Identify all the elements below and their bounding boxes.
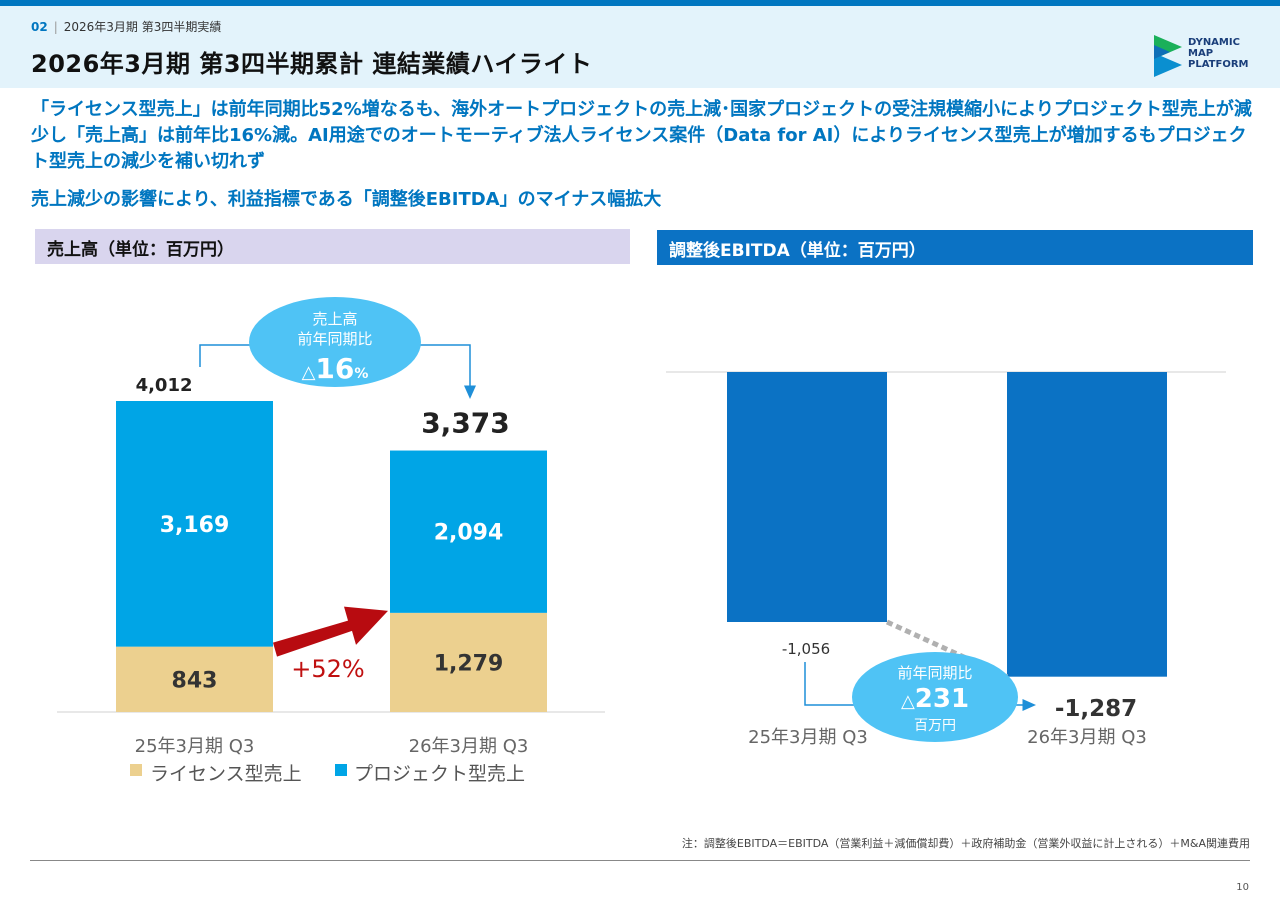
- project-bar-2: [390, 450, 547, 613]
- legend-license-swatch: [130, 764, 142, 776]
- license-bar-1: [116, 646, 273, 712]
- sales-yoy-value: △16%: [302, 352, 369, 385]
- license-value-label-2: 1,279: [434, 651, 504, 676]
- header-band: 02 | 2026年3月期 第3四半期実績 2026年3月期 第3四半期累計 連結業…: [0, 6, 1280, 88]
- lead-paragraph: 「ライセンス型売上」は前年同期比52%増なるも、海外オートプロジェクトの売上減･…: [31, 99, 1252, 172]
- total-label-2: 3,373: [421, 407, 510, 440]
- ebitda-value-label-2: -1,287: [1055, 696, 1137, 722]
- ebitda-yoy-line1: 前年同期比: [897, 664, 972, 682]
- footer-divider: [30, 860, 1250, 861]
- ebitda-yoy-value: △231: [901, 684, 969, 714]
- license-bar-2: [390, 612, 547, 712]
- license-value-label-1: 843: [172, 668, 218, 693]
- project-bar-1: [116, 401, 273, 647]
- growth-label: +52%: [291, 655, 364, 683]
- ebitda-yoy-callout: [852, 652, 1018, 742]
- project-value-label-1: 3,169: [160, 513, 230, 538]
- section-number: 02: [31, 20, 48, 34]
- ebitda-panel-header: 調整後EBITDA（単位：百万円）: [657, 230, 1253, 265]
- top-accent-bar: [0, 0, 1280, 6]
- ebitda-category-label-1: 25年3月期 Q3: [748, 727, 868, 748]
- ebitda-category-label-2: 26年3月期 Q3: [1027, 727, 1147, 748]
- ebitda-trend-line: [885, 619, 1009, 679]
- ebitda-yoy-value: 231: [915, 684, 969, 714]
- page-title: 2026年3月期 第3四半期累計 連結業績ハイライト: [31, 50, 593, 78]
- ebitda-yoy-unit: 百万円: [914, 718, 956, 734]
- sales-yoy-unit: %: [354, 366, 368, 382]
- ebitda-bar-2: [1007, 372, 1167, 677]
- ebitda-yoy-prefix: △: [901, 691, 915, 712]
- company-logo: DYNAMIC MAP PLATFORM: [1152, 35, 1252, 77]
- sales-category-label-2: 26年3月期 Q3: [409, 736, 529, 757]
- legend-project-label: プロジェクト型売上: [354, 763, 525, 785]
- sales-yoy-line2: 前年同期比: [297, 330, 372, 348]
- lead-summary: 売上減少の影響により、利益指標である「調整後EBITDA」のマイナス幅拡大: [31, 189, 662, 210]
- ebitda-panel-title: 調整後EBITDA（単位：百万円）: [669, 241, 926, 261]
- sales-yoy-line1: 売上高: [312, 310, 357, 328]
- sales-category-label-1: 25年3月期 Q3: [135, 736, 255, 757]
- project-value-label-2: 2,094: [434, 521, 504, 546]
- ebitda-bar-1: [727, 372, 887, 622]
- sales-panel-header: 売上高（単位：百万円）: [35, 229, 630, 264]
- page-number: 10: [1236, 882, 1249, 893]
- growth-arrow: [273, 606, 388, 657]
- total-label-1: 4,012: [136, 375, 193, 396]
- logo-text: DYNAMIC MAP PLATFORM: [1188, 37, 1249, 70]
- ebitda-value-label-1: -1,056: [782, 640, 830, 658]
- section-line: 02 | 2026年3月期 第3四半期実績: [31, 18, 221, 35]
- legend-license-label: ライセンス型売上: [150, 763, 302, 785]
- legend-project-swatch: [335, 764, 347, 776]
- footnote: 注：調整後EBITDA＝EBITDA（営業利益＋減価償却費）＋政府補助金（営業外…: [681, 837, 1250, 850]
- logo-mark-icon: [1154, 35, 1182, 77]
- sales-yoy-value: 16: [315, 352, 354, 385]
- sales-yoy-prefix: △: [302, 362, 316, 383]
- sales-yoy-callout: [249, 297, 421, 387]
- section-title: 2026年3月期 第3四半期実績: [63, 20, 222, 34]
- sales-panel-title: 売上高（単位：百万円）: [47, 240, 234, 260]
- section-separator: |: [53, 20, 58, 34]
